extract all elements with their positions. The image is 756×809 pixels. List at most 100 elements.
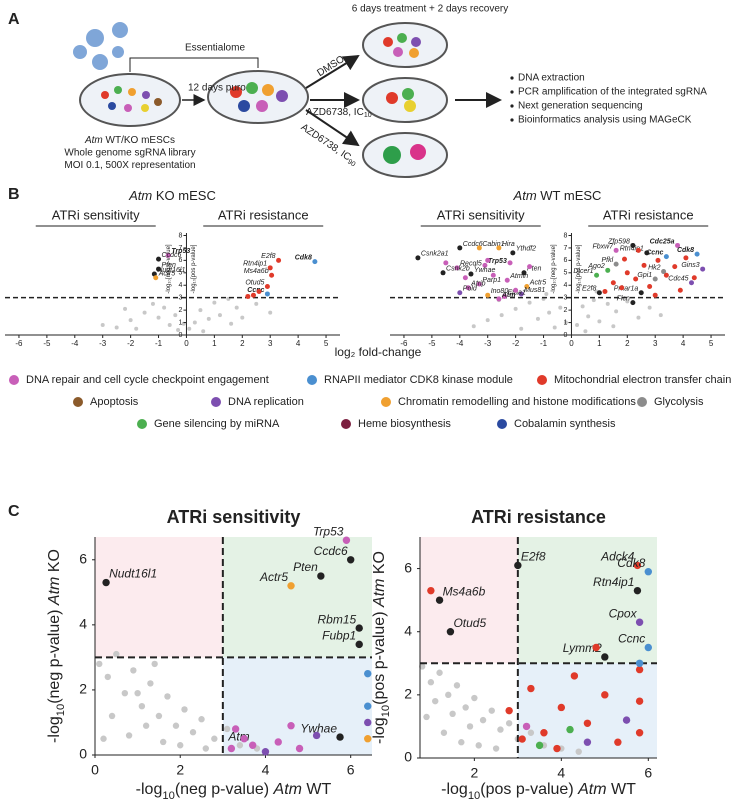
y-tick-label: 0 xyxy=(79,746,87,762)
text-segment: (neg p-value) xyxy=(175,781,274,798)
text-segment: 10 xyxy=(380,705,392,717)
text-segment: 10 xyxy=(55,704,67,716)
point xyxy=(613,261,619,267)
point xyxy=(446,628,455,636)
x-tick-label: -6 xyxy=(400,339,408,348)
text-segment: -log xyxy=(136,781,163,798)
y-axis-label: -log10(pos p-value) Atm KO xyxy=(371,551,392,744)
background-point xyxy=(591,298,596,303)
point xyxy=(641,262,647,268)
point xyxy=(614,738,622,746)
point xyxy=(269,272,275,278)
caption-line: MOI 0.1, 500X representation xyxy=(64,160,195,171)
point xyxy=(287,722,295,730)
point-label: Hk2 xyxy=(648,264,661,271)
background-point xyxy=(114,325,119,330)
point-label: Ccdc6 xyxy=(463,241,483,248)
point-label: Pten xyxy=(293,560,318,574)
background-point xyxy=(544,291,549,296)
background-point xyxy=(113,650,120,658)
text-segment: 10 xyxy=(468,790,480,802)
point-label: Hira xyxy=(502,241,515,248)
point xyxy=(454,265,460,271)
x-tick-label: 5 xyxy=(709,339,714,348)
point xyxy=(633,586,642,595)
panel-label: A xyxy=(8,11,20,28)
point-label: Actr5 xyxy=(158,271,175,278)
background-point xyxy=(229,321,234,326)
x-tick-label: -4 xyxy=(456,339,464,348)
point-label: Rtn4ip1 xyxy=(620,246,644,253)
point xyxy=(245,293,251,299)
legend-label: RNAPII mediator CDK8 kinase module xyxy=(324,374,513,386)
x-tick-label: 4 xyxy=(296,339,301,348)
point xyxy=(647,283,653,289)
background-point xyxy=(475,742,482,749)
background-point xyxy=(123,306,128,311)
point-label: Otud5 xyxy=(245,279,264,286)
point xyxy=(336,733,344,741)
background-point xyxy=(505,720,513,727)
point xyxy=(622,256,627,262)
y-tick-label: 1 xyxy=(179,319,183,326)
point xyxy=(427,586,435,595)
y-tick-label: 2 xyxy=(179,307,183,314)
legend-marker xyxy=(497,419,507,429)
y-axis-label: -log10(neg p-value) Atm KO xyxy=(46,549,67,743)
text-segment: Atm xyxy=(577,781,606,798)
point-label: Ccnc xyxy=(618,632,645,646)
point-label: Cdc25a xyxy=(650,238,675,245)
y-tick-label: 5 xyxy=(179,270,183,277)
legend-marker xyxy=(341,419,351,429)
x-tick-label: -3 xyxy=(484,339,492,348)
label: Essentialome xyxy=(185,43,245,54)
y-axis-label: -log₁₀[neg p-value] xyxy=(166,244,172,294)
legend-label: Cobalamin synthesis xyxy=(514,418,616,430)
point xyxy=(264,291,270,297)
point xyxy=(566,725,574,734)
text-segment: AZD6738, IC xyxy=(299,122,353,163)
background-point xyxy=(513,306,518,311)
point-label: Zfp598 xyxy=(607,238,630,245)
point xyxy=(596,290,602,296)
point xyxy=(364,702,372,710)
background-point xyxy=(458,739,465,746)
background-point xyxy=(605,301,610,306)
text-segment: Atm xyxy=(513,188,537,203)
point xyxy=(476,281,482,287)
text-segment: KO xyxy=(46,549,63,577)
subtitle: ATRi resistance xyxy=(218,207,309,222)
point xyxy=(518,735,526,743)
subtitle: ATRi sensitivity xyxy=(52,207,140,222)
point xyxy=(295,744,304,753)
point-label: Fbxw7 xyxy=(593,243,615,250)
point xyxy=(462,275,468,281)
point-label: Cpox xyxy=(609,606,638,620)
background-point xyxy=(138,702,146,710)
dish xyxy=(207,70,309,124)
point xyxy=(675,242,681,248)
point xyxy=(153,275,159,281)
point xyxy=(624,270,630,276)
x-axis-label: -log10(neg p-value) Atm WT xyxy=(136,781,332,802)
point xyxy=(248,741,257,749)
point xyxy=(521,270,527,276)
background-point xyxy=(575,323,580,328)
point xyxy=(689,280,694,286)
x-axis-label: -log10(pos p-value) Atm WT xyxy=(441,781,636,802)
background-point xyxy=(217,313,222,318)
point xyxy=(700,266,706,272)
point xyxy=(619,285,625,291)
caption-line: Atm WT/KO mESCs xyxy=(84,135,175,146)
point xyxy=(267,265,273,271)
text-segment: Whole genome sgRNA library xyxy=(64,147,195,158)
y-tick-label: 4 xyxy=(179,282,183,289)
point-label: Recql5 xyxy=(460,261,482,268)
point xyxy=(364,718,372,727)
point xyxy=(156,256,162,262)
text-segment: (pos p-value) xyxy=(371,607,388,705)
legend-marker xyxy=(9,375,19,385)
x-tick-label: -2 xyxy=(127,339,135,348)
